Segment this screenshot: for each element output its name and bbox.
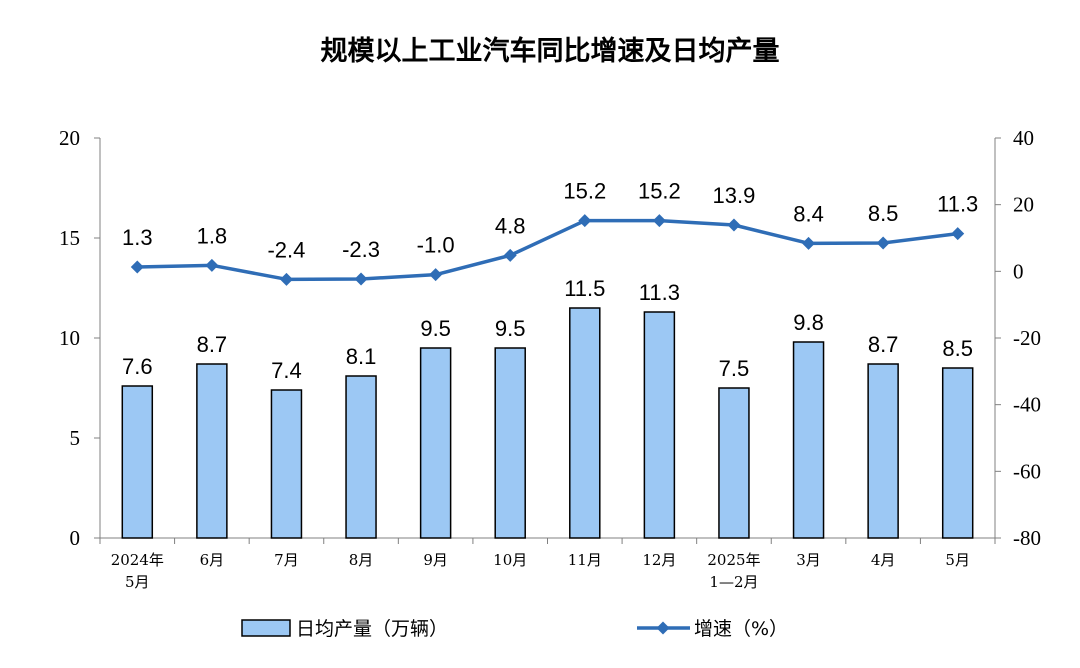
bar-value-label: 8.7 <box>197 332 228 357</box>
line-value-label: 1.3 <box>122 225 153 250</box>
bar <box>718 387 750 539</box>
line-value-label: 1.8 <box>197 223 228 248</box>
line-point <box>354 272 368 286</box>
x-tick-label: 2024年 <box>111 551 164 569</box>
bar-value-label: 9.5 <box>420 316 451 341</box>
bar <box>792 341 825 539</box>
left-tick-label: 5 <box>70 426 81 450</box>
x-tick-label: 5月 <box>945 551 970 569</box>
left-tick-label: 0 <box>70 526 81 550</box>
bar <box>270 389 303 539</box>
right-tick-label: -60 <box>1013 459 1041 483</box>
right-tick-label: 0 <box>1013 259 1024 283</box>
x-tick-label: 9月 <box>423 551 448 569</box>
growth-line <box>137 218 958 282</box>
line-value-label: -1.0 <box>417 233 455 258</box>
chart-title: 规模以上工业汽车同比增速及日均产量 <box>321 35 780 67</box>
bar-value-label: 8.7 <box>868 332 899 357</box>
x-tick-label: 8月 <box>349 551 374 569</box>
line-point <box>802 236 816 250</box>
line-value-label: 13.9 <box>713 183 756 208</box>
bar <box>196 363 228 539</box>
line-value-label: -2.3 <box>342 237 380 262</box>
line-value-label: 15.2 <box>638 179 681 204</box>
right-tick-label: 20 <box>1013 193 1034 217</box>
bar <box>494 347 526 539</box>
bar-value-label: 11.5 <box>564 276 605 301</box>
line-point <box>951 227 965 241</box>
line-point <box>876 236 890 250</box>
right-tick-label: -80 <box>1013 526 1041 550</box>
left-tick-label: 15 <box>59 226 80 250</box>
bar-value-label: 7.5 <box>719 356 750 381</box>
line-point <box>130 260 144 274</box>
legend: 日均产量（万辆） 增速（%） <box>241 618 788 640</box>
x-tick-label: 1—2月 <box>709 573 758 591</box>
legend-bar-label: 日均产量（万辆） <box>296 618 448 640</box>
line-value-label: 8.4 <box>793 201 824 226</box>
right-tick-label: 40 <box>1013 126 1034 150</box>
legend-line-marker <box>656 621 670 635</box>
bar-value-label: 8.1 <box>346 344 377 369</box>
x-tick-label: 5月 <box>125 573 150 591</box>
bar <box>569 307 601 539</box>
x-tick-label: 2025年 <box>707 551 760 569</box>
x-tick-label: 3月 <box>796 551 821 569</box>
bar-value-label: 7.6 <box>122 354 153 379</box>
line-point <box>205 258 219 272</box>
line-series <box>130 214 965 286</box>
right-tick-label: -40 <box>1013 393 1041 417</box>
bar-value-label: 7.4 <box>271 358 302 383</box>
axes: 0 5 10 15 20 -80 -60 -40 -20 0 20 40 2024年 5月 6月 7月 8月 9月… <box>59 126 1041 591</box>
bar-value-label: 9.8 <box>793 310 824 335</box>
line-value-label: 4.8 <box>495 213 526 238</box>
line-point <box>503 248 517 262</box>
legend-bar-swatch <box>241 619 291 637</box>
bar <box>941 367 974 539</box>
line-point <box>429 268 443 282</box>
bar <box>121 385 154 539</box>
bar-series <box>121 307 974 539</box>
x-tick-label: 11月 <box>568 551 602 569</box>
line-point <box>578 214 592 228</box>
bar <box>643 311 676 539</box>
bar <box>345 375 377 539</box>
line-value-label: -2.4 <box>267 237 305 262</box>
line-value-label: 11.3 <box>937 192 978 217</box>
line-value-label: 15.2 <box>563 179 606 204</box>
x-tick-label: 12月 <box>642 551 676 569</box>
x-tick-label: 7月 <box>274 551 299 569</box>
bar-value-label: 9.5 <box>495 316 526 341</box>
legend-line-label: 增速（%） <box>694 618 788 640</box>
bar-value-label: 8.5 <box>942 336 973 361</box>
data-labels: 7.6 8.7 7.4 8.1 9.5 9.5 11.5 11.3 7.5 9.8 8.7 8.5 1.… <box>122 179 978 383</box>
bar <box>867 363 899 539</box>
x-tick-label: 10月 <box>493 551 527 569</box>
left-tick-label: 20 <box>59 126 80 150</box>
bar <box>419 347 452 539</box>
x-tick-label: 6月 <box>200 551 225 569</box>
line-point <box>279 272 293 286</box>
right-tick-label: -20 <box>1013 326 1041 350</box>
x-tick-label: 4月 <box>871 551 896 569</box>
line-value-label: 8.5 <box>868 201 899 226</box>
left-tick-label: 10 <box>59 326 80 350</box>
line-point <box>727 218 741 232</box>
line-point <box>652 214 666 228</box>
bar-value-label: 11.3 <box>639 280 680 305</box>
